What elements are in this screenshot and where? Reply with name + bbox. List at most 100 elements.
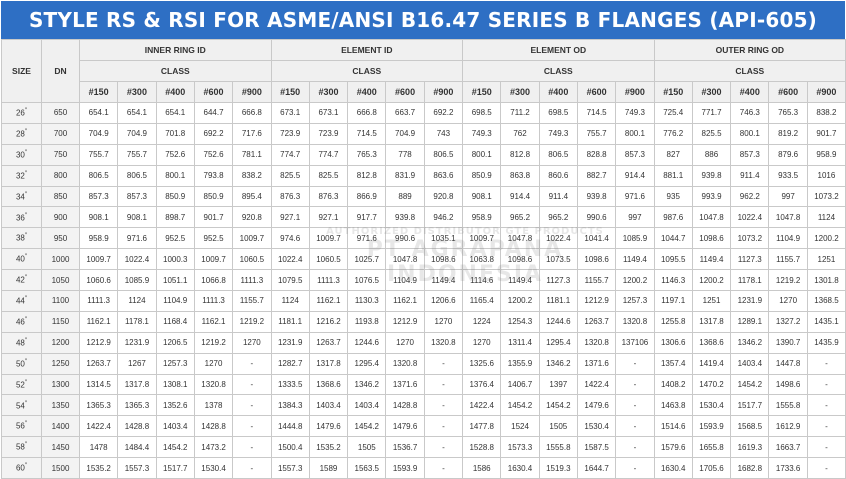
value-cell: 1371.6 [385,373,425,396]
value-cell: 863.8 [500,164,540,187]
value-cell: 1663.7 [768,436,808,459]
size-cell: 58″ [1,436,42,459]
value-cell: 831.9 [385,164,425,187]
value-cell: 1295.4 [538,331,578,354]
value-cell: 1212.9 [78,331,119,354]
value-cell: 1041.4 [576,227,617,250]
value-cell: 1104.9 [768,227,808,250]
class-column-header: #400 [347,81,387,103]
value-cell: 828.8 [576,143,617,166]
value-cell: 1306.6 [653,331,693,354]
value-cell: 774.7 [308,143,349,166]
value-cell: 1478 [78,436,119,459]
value-cell: - [615,352,655,375]
value-cell: 866.9 [347,185,387,208]
table-row: 48″ 1200 1212.9 1231.9 1206.5 1219.2 1270 1231.… [1,331,846,354]
value-cell: 1200.2 [615,269,655,292]
value-cell: 879.6 [768,143,808,166]
class-column-header: #900 [232,81,272,103]
inch-mark: ″ [24,317,28,324]
value-cell: 1317.8 [117,373,157,396]
value-cell: 1357.4 [653,352,693,375]
value-cell: 1557.3 [270,457,310,479]
value-cell: 654.1 [155,102,195,124]
value-cell: 1178.1 [730,269,770,292]
value-cell: 1422.4 [576,373,617,396]
value-cell: 1378 [193,394,234,417]
inch-mark: ″ [24,296,28,303]
value-cell: 1435.9 [806,331,846,354]
value-cell: 1371.6 [576,352,617,375]
inch-mark: ″ [24,337,28,344]
value-cell: 1073.2 [806,185,846,208]
value-cell: 965.2 [538,206,578,229]
class-column-header: #400 [155,81,195,103]
value-cell: 723.9 [308,122,349,145]
size-value: 38 [15,234,25,244]
size-value: 50 [15,359,25,369]
value-cell: 1035.1 [423,227,464,250]
value-cell: 1009.7 [193,248,234,271]
dn-cell: 650 [41,102,80,124]
value-cell: - [806,436,846,459]
dn-cell: 1050 [41,269,80,292]
value-cell: 673.1 [308,102,349,124]
value-cell: 958.9 [78,227,119,250]
value-cell: 965.2 [500,206,540,229]
value-cell: 1079.5 [270,269,310,292]
value-cell: 1025.7 [347,248,387,271]
value-cell: 1127.3 [538,269,578,292]
value-cell: 997 [615,206,655,229]
class-column-header: #600 [768,81,808,103]
value-cell: 654.1 [78,102,119,124]
value-cell: 850.9 [155,185,195,208]
value-cell: 1155.7 [768,248,808,271]
value-cell: - [423,352,464,375]
dn-cell: 1500 [41,457,80,479]
value-cell: 1127.3 [730,248,770,271]
dn-cell: 900 [41,206,80,229]
class-header: CLASS [462,60,655,82]
dn-cell: 850 [41,185,80,208]
value-cell: 1149.4 [691,248,732,271]
value-cell: 800.1 [615,122,655,145]
value-cell: 1682.8 [730,457,770,479]
value-cell: 765.3 [347,143,387,166]
value-cell: 673.1 [270,102,310,124]
table-row: 32″ 800 806.5 806.5 800.1 793.8 838.2 825.5 825.… [1,164,846,187]
table-row: 30″ 750 755.7 755.7 752.6 752.6 781.1 774.7 774.… [1,143,846,166]
value-cell: 1193.8 [347,310,387,333]
value-cell: 1368.6 [308,373,349,396]
value-cell: 800.1 [155,164,195,187]
dn-cell: 1150 [41,310,80,333]
inch-mark: ″ [24,379,28,386]
value-cell: 1655.8 [691,436,732,459]
value-cell: 850.9 [193,185,234,208]
value-cell: 1257.3 [615,290,655,312]
inch-mark: ″ [24,442,28,449]
value-cell: 1555.8 [768,394,808,417]
value-cell: 971.6 [347,227,387,250]
size-value: 28 [15,129,25,139]
value-cell: - [423,415,464,438]
value-cell: 838.2 [806,102,846,124]
value-cell: 1444.8 [270,415,310,438]
value-cell: 1095.5 [653,248,693,271]
value-cell: 860.6 [538,164,578,187]
value-cell: - [423,436,464,459]
value-cell: - [423,373,464,396]
value-cell: 1162.1 [385,290,425,312]
value-cell: 746.3 [730,102,770,124]
value-cell: - [423,394,464,417]
value-cell: 1593.9 [385,457,425,479]
value-cell: 1517.7 [730,394,770,417]
value-cell: 1270 [385,331,425,354]
value-cell: 1320.8 [423,331,464,354]
value-cell: 1219.2 [193,331,234,354]
inch-mark: ″ [24,254,28,261]
size-cell: 54″ [1,394,42,417]
size-cell: 34″ [1,185,42,208]
value-cell: 1612.9 [768,415,808,438]
value-cell: 1524 [500,415,540,438]
value-cell: 1231.9 [270,331,310,354]
